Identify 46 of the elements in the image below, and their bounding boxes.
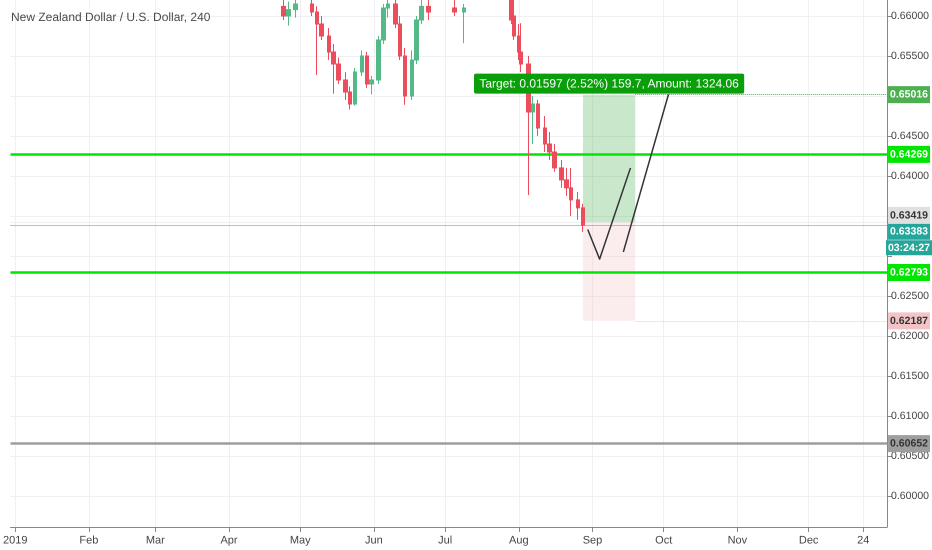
y-tick-label: 0.60000 xyxy=(891,490,930,502)
x-tick-label: Dec xyxy=(798,534,819,546)
x-tick-label: Apr xyxy=(220,534,238,546)
y-tick-label: 0.61500 xyxy=(891,370,930,382)
candlestick xyxy=(426,0,431,20)
x-tick-label: May xyxy=(290,534,312,546)
candlestick xyxy=(353,67,357,106)
ref-line-label: 0.63419 xyxy=(890,209,928,222)
candlestick xyxy=(462,4,466,44)
x-tick-label: Mar xyxy=(146,534,166,546)
candlestick xyxy=(369,75,374,95)
candlestick xyxy=(293,0,298,18)
y-tick-label: 0.64000 xyxy=(891,170,930,182)
band-label: 0.62187 xyxy=(890,314,928,327)
candlestick xyxy=(365,51,369,88)
x-tick-label: Oct xyxy=(655,534,672,546)
candlestick xyxy=(536,99,540,136)
x-tick-label: Aug xyxy=(509,534,529,546)
y-tick-label: 0.62000 xyxy=(891,330,930,342)
ref-line-label: 0.63383 xyxy=(890,225,928,238)
ref-line-label: 0.62793 xyxy=(890,266,928,278)
x-tick-label: Nov xyxy=(728,534,748,546)
x-tick-label: 2019 xyxy=(2,534,28,546)
text: 03:24:27 xyxy=(888,242,930,254)
candlestick xyxy=(360,50,364,76)
y-tick-label: 0.61000 xyxy=(891,410,930,422)
band-label: 0.65016 xyxy=(890,88,928,101)
candlestick xyxy=(286,1,291,26)
x-tick-label: Sep xyxy=(582,534,602,546)
y-tick-label: 0.62500 xyxy=(891,290,930,302)
annotation: Target: 0.01597 (2.52%) 159.7, Amount: 1324.06 xyxy=(479,76,740,91)
ref-line-label: 0.60652 xyxy=(890,438,928,450)
y-tick-label: 0.66000 xyxy=(891,10,930,22)
x-tick-label: Feb xyxy=(79,534,98,546)
candlestick xyxy=(519,22,523,72)
candlestick xyxy=(452,0,457,16)
text: New Zealand Dollar / U.S. Dollar, 240 xyxy=(11,10,211,24)
y-tick-label: 0.65500 xyxy=(891,50,930,62)
ref-line-label: 0.64269 xyxy=(890,148,928,160)
candlestick xyxy=(281,0,286,20)
x-tick-label: Jul xyxy=(438,534,452,546)
y-tick-label: 0.60500 xyxy=(891,450,930,462)
x-tick-label: 24 xyxy=(857,534,870,546)
x-tick-label: Jun xyxy=(365,534,383,546)
candlestick xyxy=(531,95,535,144)
y-tick-label: 0.64500 xyxy=(891,130,930,142)
